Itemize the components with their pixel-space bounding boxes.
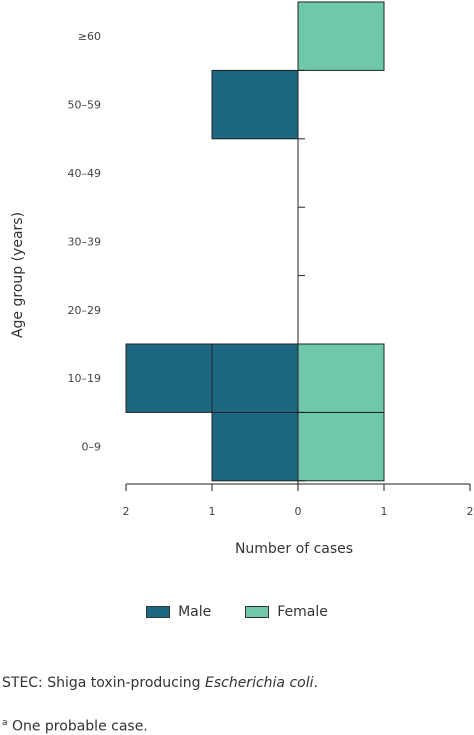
bar-male — [211, 343, 299, 413]
footnote-stec-prefix: STEC: Shiga toxin-producing — [2, 675, 205, 691]
footnote-probable-case: a One probable case. — [2, 718, 148, 735]
legend: Male Female — [0, 604, 474, 620]
bar-female — [297, 411, 385, 482]
y-tick-label: 0–9 — [82, 441, 102, 454]
x-tick-label: 1 — [209, 505, 216, 518]
age-sex-chart: 0–9 10–19 20–29 30–39 40–49 50–59 ≥60 2 1 0 1 2 Age… — [10, 1, 474, 557]
bars-group — [125, 1, 385, 482]
bar-male — [125, 343, 213, 413]
footnote-stec: STEC: Shiga toxin-producing Escherichia … — [2, 675, 318, 691]
footnote-marker: a — [2, 718, 8, 728]
legend-swatch-female — [245, 606, 270, 618]
y-tick-label: 10–19 — [68, 372, 102, 385]
y-tick-label: ≥60 — [78, 30, 101, 43]
legend-label-female: Female — [277, 604, 328, 620]
x-tick-label: 2 — [467, 505, 474, 518]
bar-male — [211, 69, 299, 140]
y-tick-label: 50–59 — [68, 99, 102, 112]
bar-female — [297, 1, 385, 71]
x-tick-label: 2 — [123, 505, 130, 518]
bar-male — [211, 411, 299, 482]
legend-label-male: Male — [178, 604, 212, 620]
footnote-stec-suffix: . — [313, 675, 318, 691]
y-tick-label: 20–29 — [68, 304, 102, 317]
y-tick-label: 40–49 — [68, 167, 102, 180]
legend-swatch-male — [146, 606, 171, 618]
y-axis-title: Age group (years) — [10, 212, 26, 338]
footnote-text: One probable case. — [7, 718, 148, 735]
bar-female — [297, 343, 385, 413]
x-axis-title: Number of cases — [235, 541, 353, 557]
legend-item-female: Female — [245, 604, 328, 620]
footnote-stec-italic: Escherichia coli — [204, 675, 314, 691]
axes-group: 0–9 10–19 20–29 30–39 40–49 50–59 ≥60 2 1 0 1 2 — [68, 2, 474, 518]
x-tick-label: 1 — [381, 505, 388, 518]
y-tick-label: 30–39 — [68, 235, 102, 248]
legend-item-male: Male — [146, 604, 211, 620]
x-tick-label: 0 — [295, 505, 302, 518]
